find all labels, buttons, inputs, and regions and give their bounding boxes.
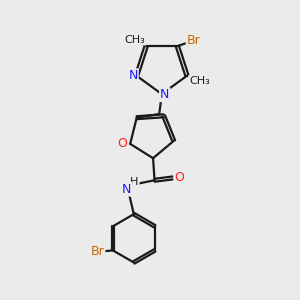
Text: Br: Br [187, 34, 200, 47]
Text: O: O [174, 171, 184, 184]
Text: CH₃: CH₃ [124, 34, 146, 45]
Text: N: N [160, 88, 169, 101]
Text: Br: Br [91, 245, 104, 258]
Text: CH₃: CH₃ [189, 76, 210, 86]
Text: H: H [130, 177, 139, 187]
Text: N: N [122, 183, 131, 196]
Text: O: O [117, 137, 127, 150]
Text: N: N [128, 69, 138, 82]
